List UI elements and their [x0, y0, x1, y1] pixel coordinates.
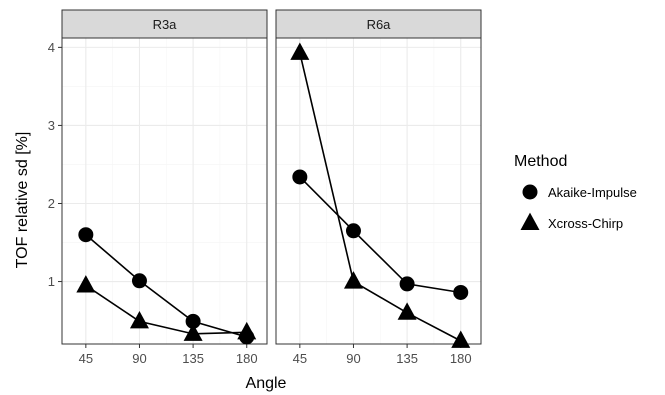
- x-tick-label: 90: [132, 351, 146, 366]
- legend-circle-marker: [522, 184, 538, 200]
- facet-label-r3a: R3a: [153, 17, 178, 32]
- point-xcross-chirp: [129, 310, 149, 329]
- point-akaike-impulse: [453, 284, 469, 300]
- y-tick-label: 2: [48, 196, 55, 211]
- point-xcross-chirp: [183, 323, 203, 341]
- legend-label-xcross-chirp: Xcross-Chirp: [548, 216, 623, 231]
- x-tick-label: 180: [236, 351, 258, 366]
- panel-border: [61, 37, 268, 345]
- point-akaike-impulse: [131, 273, 147, 289]
- y-tick-label: 3: [48, 118, 55, 133]
- point-akaike-impulse: [345, 223, 361, 239]
- legend-key-circle: [522, 184, 538, 200]
- legend-title: Method: [514, 153, 567, 170]
- x-tick-label: 180: [450, 351, 472, 366]
- panel-r6a: R6a 45 90 135 180: [275, 9, 482, 366]
- point-akaike-impulse: [78, 227, 94, 243]
- facet-label-r6a: R6a: [367, 17, 392, 32]
- series-line-xcross-chirp: [85, 284, 247, 335]
- x-tick-label: 90: [346, 351, 360, 366]
- facet-strip-r3a: [61, 9, 268, 39]
- point-xcross-chirp: [237, 321, 257, 340]
- series-line-akaike-impulse: [85, 234, 247, 338]
- legend-key-triangle: [520, 212, 540, 231]
- point-xcross-chirp: [290, 42, 310, 60]
- legend-triangle-marker: [520, 212, 540, 231]
- panels-layer: R3a 45 90 135 180 1 2 3 4 R6a 45 90 135 180: [48, 9, 482, 366]
- facet-strip-r6a: [275, 9, 482, 39]
- y-tick-label: 4: [48, 40, 55, 55]
- x-axis-title: Angle: [246, 375, 287, 392]
- y-axis-title: TOF relative sd [%]: [14, 132, 31, 269]
- point-xcross-chirp: [451, 330, 471, 348]
- x-tick-label: 135: [396, 351, 418, 366]
- point-akaike-impulse: [399, 276, 415, 292]
- legend-label-akaike-impulse: Akaike-Impulse: [548, 185, 637, 200]
- x-tick-label: 45: [293, 351, 307, 366]
- series-line-akaike-impulse: [299, 176, 461, 294]
- point-akaike-impulse: [292, 169, 308, 185]
- legend: Method Akaike-Impulse Xcross-Chirp: [514, 153, 637, 231]
- y-tick-label: 1: [48, 274, 55, 289]
- point-xcross-chirp: [343, 271, 363, 289]
- panel-r3a: R3a 45 90 135 180 1 2 3 4: [48, 9, 268, 366]
- point-xcross-chirp: [397, 302, 417, 320]
- panel-border: [275, 37, 482, 345]
- series-line-xcross-chirp: [299, 52, 462, 342]
- x-tick-label: 135: [182, 351, 204, 366]
- x-tick-label: 45: [79, 351, 93, 366]
- point-akaike-impulse: [185, 313, 201, 329]
- point-xcross-chirp: [76, 275, 96, 293]
